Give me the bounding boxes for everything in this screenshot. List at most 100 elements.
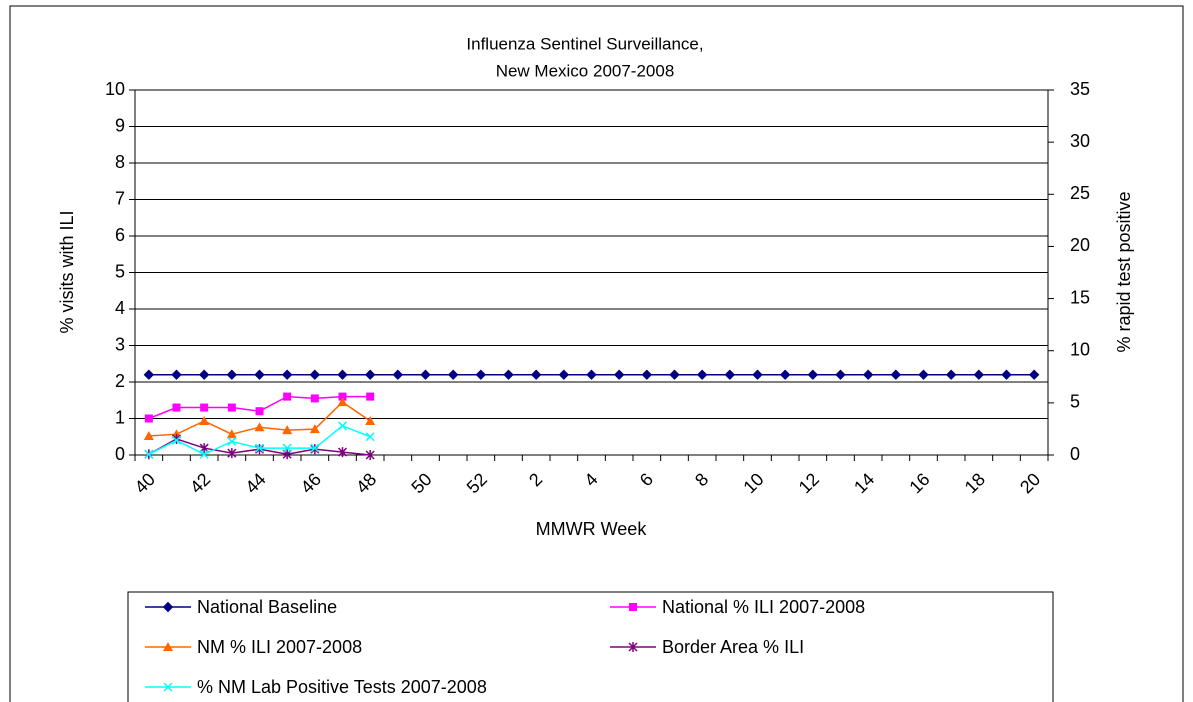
marker — [890, 369, 902, 380]
y-tick-label: 5 — [115, 261, 125, 281]
marker — [171, 435, 182, 445]
marker — [163, 642, 173, 651]
y2-axis-label: % rapid test positive — [1114, 191, 1134, 352]
marker — [447, 369, 459, 380]
chart-title: New Mexico 2007-2008 — [496, 61, 675, 80]
y-tick-label: 8 — [115, 152, 125, 172]
marker — [724, 369, 736, 380]
marker — [162, 601, 174, 613]
marker — [558, 369, 570, 380]
legend-label: % NM Lab Positive Tests 2007-2008 — [197, 677, 487, 697]
marker — [337, 369, 348, 380]
marker — [835, 369, 846, 380]
marker — [973, 369, 985, 380]
marker — [752, 369, 763, 380]
marker — [281, 369, 293, 380]
y2-tick-label: 30 — [1070, 131, 1090, 151]
marker — [282, 443, 292, 453]
marker — [392, 369, 404, 380]
marker — [226, 369, 238, 380]
marker — [144, 449, 154, 459]
y2-tick-label: 25 — [1070, 183, 1090, 203]
chart-frame — [9, 5, 1184, 702]
y-tick-label: 0 — [115, 444, 125, 464]
marker — [945, 369, 957, 380]
marker — [365, 450, 375, 460]
y-tick-label: 2 — [115, 371, 125, 391]
x-axis-label: MMWR Week — [536, 519, 648, 539]
y-tick-label: 3 — [115, 334, 125, 354]
marker — [364, 369, 376, 380]
marker — [530, 369, 542, 380]
marker — [779, 369, 791, 380]
legend-label: National % ILI 2007-2008 — [662, 597, 865, 617]
marker — [309, 369, 321, 380]
marker — [366, 392, 375, 401]
marker — [641, 369, 653, 380]
y-tick-label: 1 — [115, 407, 125, 427]
marker — [143, 431, 154, 441]
marker — [171, 369, 182, 380]
marker — [862, 369, 874, 380]
marker — [198, 369, 210, 380]
legend-label: Border Area % ILI — [662, 637, 804, 657]
marker — [613, 369, 625, 380]
legend-label: NM % ILI 2007-2008 — [197, 637, 362, 657]
marker — [310, 394, 319, 403]
marker — [255, 407, 264, 416]
marker — [918, 369, 929, 380]
y-tick-label: 7 — [115, 188, 125, 208]
marker — [227, 403, 236, 412]
y2-tick-label: 20 — [1070, 235, 1090, 255]
y-tick-label: 6 — [115, 225, 125, 245]
marker — [254, 422, 265, 432]
y2-tick-label: 10 — [1070, 339, 1090, 359]
marker — [283, 392, 292, 401]
legend-label: National Baseline — [197, 597, 337, 617]
marker — [1028, 369, 1040, 380]
marker — [200, 403, 209, 412]
marker — [420, 369, 431, 380]
marker — [309, 424, 320, 434]
y2-tick-label: 15 — [1070, 287, 1090, 307]
marker — [143, 369, 155, 380]
y2-tick-label: 0 — [1070, 444, 1080, 464]
marker — [337, 397, 348, 407]
marker — [227, 448, 237, 459]
marker — [628, 642, 638, 652]
marker — [337, 447, 348, 458]
marker — [310, 443, 320, 453]
marker — [227, 436, 237, 447]
y-tick-label: 10 — [105, 79, 125, 99]
y-tick-label: 9 — [115, 115, 125, 135]
marker — [475, 369, 487, 380]
y2-tick-label: 35 — [1070, 79, 1090, 99]
marker — [586, 369, 597, 380]
marker — [199, 416, 210, 426]
marker — [163, 682, 173, 692]
marker — [629, 603, 637, 611]
marker — [669, 369, 680, 380]
marker — [144, 414, 153, 423]
marker — [1001, 369, 1012, 380]
legend-box — [127, 591, 1054, 702]
marker — [337, 421, 348, 431]
marker — [172, 403, 181, 412]
chart-title: Influenza Sentinel Surveillance, — [466, 34, 703, 53]
y-axis-label: % visits with ILI — [57, 210, 77, 333]
marker — [365, 416, 376, 426]
marker — [365, 432, 375, 442]
marker — [254, 443, 265, 453]
marker — [199, 449, 209, 459]
marker — [338, 392, 347, 401]
marker — [226, 429, 237, 439]
marker — [503, 369, 514, 380]
marker — [807, 369, 819, 380]
marker — [696, 369, 708, 380]
marker — [254, 369, 265, 380]
marker — [282, 425, 293, 435]
marker — [254, 444, 265, 455]
y-tick-label: 4 — [115, 298, 125, 318]
